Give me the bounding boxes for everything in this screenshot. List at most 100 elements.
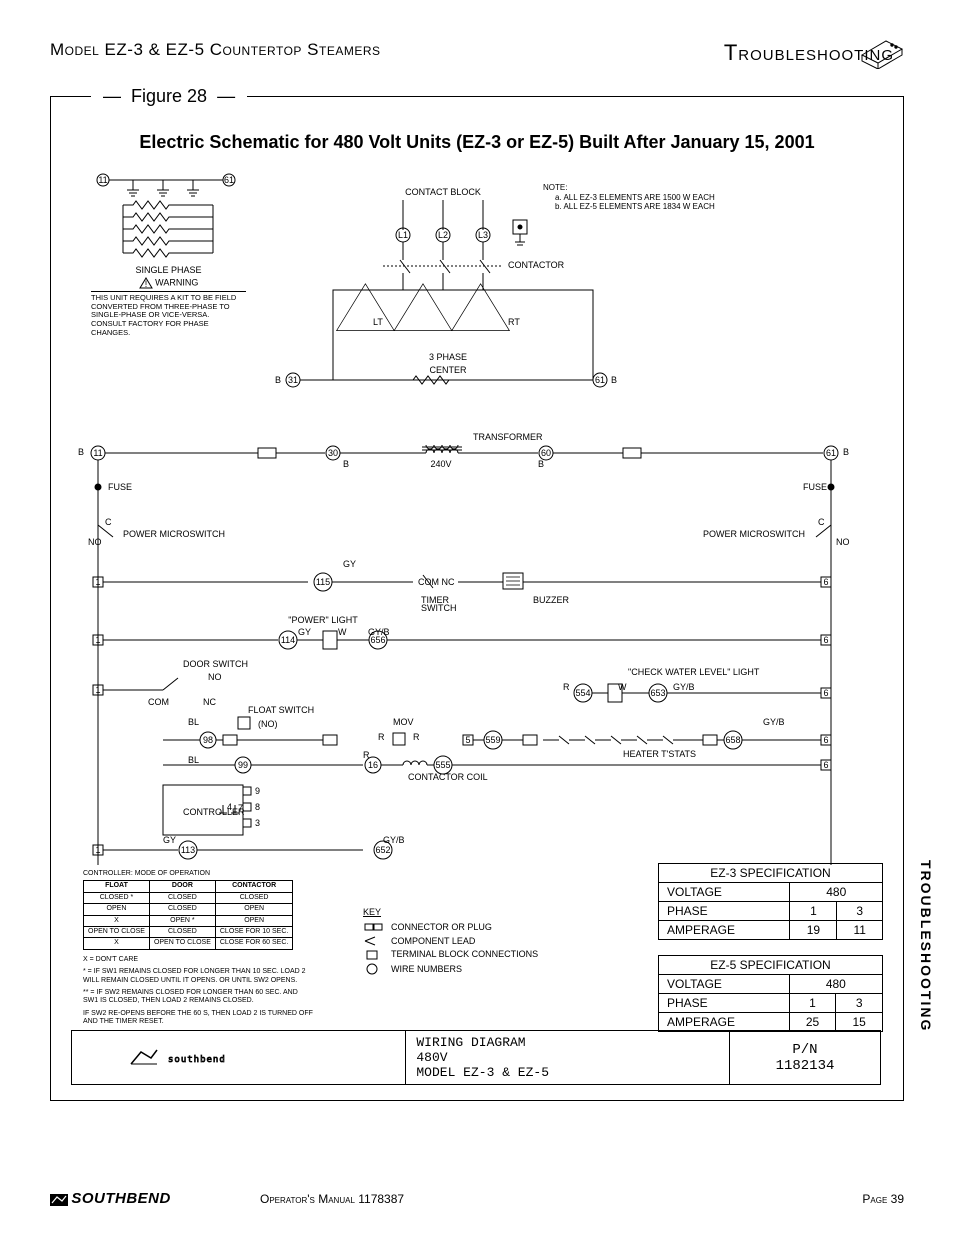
ez3-spec-table: EZ-3 SPECIFICATION VOLTAGE480 PHASE13 AM… bbox=[658, 863, 883, 940]
svg-text:99: 99 bbox=[238, 760, 248, 770]
svg-text:L3: L3 bbox=[478, 230, 488, 240]
svg-text:554: 554 bbox=[575, 688, 590, 698]
single-phase-label: SINGLE PHASE bbox=[91, 265, 246, 275]
legend-star: * = IF SW1 REMAINS CLOSED FOR LONGER THA… bbox=[83, 968, 313, 985]
svg-text:HEATER T'STATS: HEATER T'STATS bbox=[623, 749, 696, 759]
svg-text:1: 1 bbox=[95, 577, 100, 587]
schematic-title: Electric Schematic for 480 Volt Units (E… bbox=[63, 132, 891, 153]
svg-text:CENTER: CENTER bbox=[429, 365, 467, 375]
svg-text:BL: BL bbox=[188, 717, 199, 727]
svg-text:6: 6 bbox=[823, 635, 828, 645]
footer-center: Operator's Manual 1178387 bbox=[260, 1192, 404, 1206]
svg-text:POWER MICROSWITCH: POWER MICROSWITCH bbox=[703, 529, 805, 539]
key-item-1: COMPONENT LEAD bbox=[391, 936, 475, 947]
svg-text:6: 6 bbox=[823, 577, 828, 587]
svg-text:FUSE: FUSE bbox=[803, 482, 827, 492]
svg-text:NO: NO bbox=[208, 672, 222, 682]
contact-block-label: CONTACT BLOCK bbox=[405, 187, 481, 197]
svg-text:652: 652 bbox=[375, 845, 390, 855]
svg-text:LT: LT bbox=[373, 317, 383, 327]
unit-icon bbox=[860, 35, 904, 74]
svg-text:653: 653 bbox=[650, 688, 665, 698]
svg-text:R: R bbox=[363, 750, 370, 760]
svg-text:1: 1 bbox=[95, 685, 100, 695]
svg-text:"POWER" LIGHT: "POWER" LIGHT bbox=[288, 615, 358, 625]
svg-text:GY/B: GY/B bbox=[763, 717, 785, 727]
side-tab: TROUBLESHOOTING bbox=[918, 860, 934, 1032]
svg-text:B: B bbox=[343, 459, 349, 469]
ez5-spec-table: EZ-5 SPECIFICATION VOLTAGE480 PHASE13 AM… bbox=[658, 955, 883, 1032]
svg-text:11: 11 bbox=[98, 175, 107, 185]
svg-text:656: 656 bbox=[370, 635, 385, 645]
key-item-3: WIRE NUMBERS bbox=[391, 964, 462, 975]
svg-text:1: 1 bbox=[95, 635, 100, 645]
svg-text:CONTACTOR: CONTACTOR bbox=[508, 260, 565, 270]
svg-text:GY: GY bbox=[343, 559, 356, 569]
key-item-2: TERMINAL BLOCK CONNECTIONS bbox=[391, 949, 538, 960]
svg-text:113: 113 bbox=[181, 845, 195, 855]
key-title: KEY bbox=[363, 907, 538, 918]
svg-text:658: 658 bbox=[725, 735, 740, 745]
svg-text:4: 4 bbox=[227, 802, 232, 812]
svg-text:6: 6 bbox=[823, 735, 828, 745]
svg-text:30: 30 bbox=[328, 448, 338, 458]
note-a: a. ALL EZ-3 ELEMENTS ARE 1500 W EACH bbox=[543, 193, 715, 203]
svg-text:98: 98 bbox=[203, 735, 213, 745]
svg-text:3 PHASE: 3 PHASE bbox=[429, 352, 467, 362]
svg-text:61: 61 bbox=[224, 175, 234, 185]
footer-page: Page 39 bbox=[862, 1192, 904, 1206]
svg-text:31: 31 bbox=[288, 375, 298, 385]
svg-text:TRANSFORMER: TRANSFORMER bbox=[473, 432, 543, 442]
svg-text:1: 1 bbox=[95, 845, 100, 855]
svg-text:CONTROLLER: CONTROLLER bbox=[183, 807, 245, 817]
svg-text:114: 114 bbox=[281, 635, 295, 645]
svg-text:3: 3 bbox=[255, 818, 260, 828]
svg-text:R: R bbox=[413, 732, 420, 742]
note-b: b. ALL EZ-5 ELEMENTS ARE 1834 W EACH bbox=[543, 202, 715, 212]
svg-text:W: W bbox=[338, 627, 347, 637]
footer: SOUTHBEND Operator's Manual 1178387 Page… bbox=[50, 1190, 904, 1207]
svg-text:60: 60 bbox=[541, 448, 551, 458]
svg-text:C: C bbox=[105, 517, 112, 527]
svg-text:BL: BL bbox=[188, 755, 199, 765]
svg-text:NO: NO bbox=[88, 537, 102, 547]
footer-brand: SOUTHBEND bbox=[71, 1190, 171, 1207]
svg-text:6: 6 bbox=[823, 688, 828, 698]
model-title: Model EZ-3 & EZ-5 Countertop Steamers bbox=[50, 40, 381, 60]
svg-text:R: R bbox=[563, 682, 570, 692]
warning-text: THIS UNIT REQUIRES A KIT TO BE FIELD CON… bbox=[91, 291, 246, 337]
svg-text:CONTACTOR COIL: CONTACTOR COIL bbox=[408, 772, 488, 782]
svg-text:C: C bbox=[818, 517, 825, 527]
svg-text:GY/B: GY/B bbox=[383, 835, 405, 845]
svg-text:9: 9 bbox=[255, 786, 260, 796]
warning-label: WARNING bbox=[155, 277, 198, 287]
figure-label: — Figure 28 — bbox=[91, 86, 247, 107]
svg-text:NC: NC bbox=[203, 697, 216, 707]
svg-text:RT: RT bbox=[508, 317, 520, 327]
note-header: NOTE: bbox=[543, 183, 715, 193]
svg-text:B: B bbox=[611, 375, 617, 385]
svg-text:MOV: MOV bbox=[393, 717, 414, 727]
svg-text:7: 7 bbox=[238, 803, 243, 813]
svg-text:115: 115 bbox=[316, 577, 330, 587]
svg-text:240V: 240V bbox=[430, 459, 451, 469]
svg-text:POWER MICROSWITCH: POWER MICROSWITCH bbox=[123, 529, 225, 539]
svg-text:5: 5 bbox=[465, 735, 470, 745]
svg-text:southbend: southbend bbox=[168, 1055, 226, 1065]
svg-text:L2: L2 bbox=[438, 230, 448, 240]
svg-text:FUSE: FUSE bbox=[108, 482, 132, 492]
legend-dstar: ** = IF SW2 REMAINS CLOSED FOR LONGER TH… bbox=[83, 989, 313, 1006]
svg-text:DOOR SWITCH: DOOR SWITCH bbox=[183, 659, 248, 669]
svg-text:6: 6 bbox=[823, 760, 828, 770]
svg-text:B: B bbox=[538, 459, 544, 469]
svg-text:"CHECK WATER LEVEL" LIGHT: "CHECK WATER LEVEL" LIGHT bbox=[628, 667, 760, 677]
title-block: southbend WIRING DIAGRAM P/N 1182134 480… bbox=[71, 1030, 881, 1085]
svg-text:559: 559 bbox=[485, 735, 500, 745]
brand-outline: southbend bbox=[168, 1042, 348, 1074]
svg-text:61: 61 bbox=[826, 448, 836, 458]
svg-text:!: ! bbox=[144, 279, 147, 289]
svg-text:COM: COM bbox=[148, 697, 169, 707]
svg-text:B: B bbox=[275, 375, 281, 385]
legend-x: X = DON'T CARE bbox=[83, 956, 313, 964]
svg-text:GY: GY bbox=[163, 835, 176, 845]
